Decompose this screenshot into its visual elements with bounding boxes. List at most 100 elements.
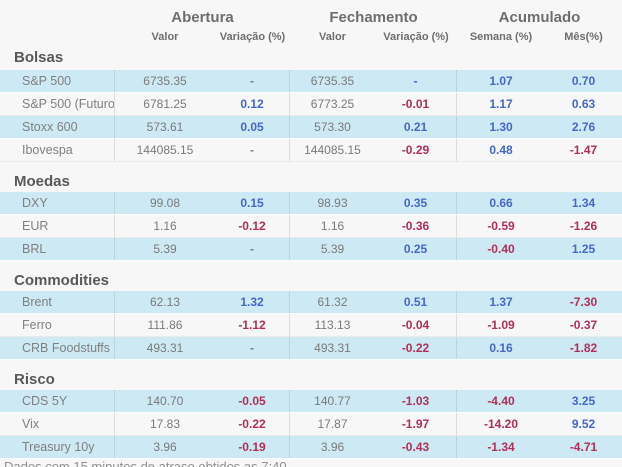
week-accum-cell: -0.40 [487, 242, 515, 256]
month-accum-cell: 3.25 [571, 394, 596, 408]
subheader-abertura-variacao: Variação (%) [219, 31, 286, 43]
open-variation-cell: 0.12 [215, 93, 290, 115]
table-row: Treasury 10y 3.96 -0.19 3.96 -0.43 -1.34 -4.71 [0, 436, 622, 459]
row-label: CRB Foodstuffs [0, 337, 115, 359]
column-group-abertura: Abertura [171, 8, 234, 26]
open-variation-cell: - [215, 337, 290, 359]
open-variation-cell: -0.19 [215, 436, 290, 458]
close-variation-cell: 0.21 [375, 116, 457, 138]
close-value-cell: 5.39 [320, 242, 345, 256]
footer-status: Dados com 15 minutos de atraso obtidos a… [4, 459, 287, 467]
open-variation-cell: - [215, 70, 290, 92]
month-accum-cell: 1.34 [571, 196, 596, 210]
week-accum-cell: 0.66 [489, 196, 513, 210]
row-label: Brent [0, 291, 115, 313]
table-row: DXY 99.08 0.15 98.93 0.35 0.66 1.34 [0, 192, 622, 215]
month-accum-cell: -1.47 [569, 143, 598, 157]
section-title: Commodities [14, 272, 110, 289]
close-value-cell: 6773.25 [310, 97, 355, 111]
table-header: Abertura Fechamento Acumulado Valor Vari… [0, 0, 622, 46]
row-label: Treasury 10y [0, 436, 115, 458]
table-row: S&P 500 6735.35 - 6735.35 - 1.07 0.70 [0, 70, 622, 93]
close-value-cell: 140.77 [314, 394, 351, 408]
column-subheader-row: Valor Variação (%) Valor Variação (%) Se… [0, 28, 622, 46]
open-value-cell: 5.39 [153, 242, 177, 256]
table-row: Ferro 111.86 -1.12 113.13 -0.04 -1.09 -0.37 [0, 314, 622, 337]
open-variation-cell: 0.05 [215, 116, 290, 138]
open-variation-cell: 0.15 [215, 192, 290, 214]
close-variation-cell: -0.43 [375, 436, 457, 458]
open-variation-cell: 1.32 [215, 291, 290, 313]
close-value-cell: 493.31 [314, 341, 351, 355]
table-row: EUR 1.16 -0.12 1.16 -0.36 -0.59 -1.26 [0, 215, 622, 238]
close-value-cell: 17.87 [317, 417, 348, 431]
row-label: EUR [0, 215, 115, 237]
open-value-cell: 140.70 [146, 394, 184, 408]
open-variation-cell: -0.12 [215, 215, 290, 237]
open-value-cell: 99.08 [149, 196, 181, 210]
row-label: Vix [0, 413, 115, 435]
open-value-cell: 3.96 [153, 440, 177, 454]
close-variation-cell: -0.36 [375, 215, 457, 237]
month-accum-cell: -7.30 [569, 295, 598, 309]
week-accum-cell: -4.40 [487, 394, 515, 408]
row-label: S&P 500 (Futuro) [0, 93, 115, 115]
close-variation-cell: -1.03 [375, 390, 457, 412]
column-group-acumulado: Acumulado [498, 8, 581, 26]
table-row: BRL 5.39 - 5.39 0.25 -0.40 1.25 [0, 238, 622, 261]
row-label: S&P 500 [0, 70, 115, 92]
month-accum-cell: -1.26 [569, 219, 598, 233]
open-value-cell: 6781.25 [143, 97, 187, 111]
close-variation-cell: 0.35 [375, 192, 457, 214]
month-accum-cell: 0.63 [571, 97, 596, 111]
week-accum-cell: 0.16 [489, 341, 513, 355]
week-accum-cell: 1.17 [489, 97, 513, 111]
close-value-cell: 98.93 [317, 196, 348, 210]
month-accum-cell: 9.52 [571, 417, 596, 431]
open-variation-cell: -1.12 [215, 314, 290, 336]
close-value-cell: 1.16 [320, 219, 345, 233]
open-value-cell: 144085.15 [136, 143, 194, 157]
section-title: Risco [14, 371, 55, 388]
section-title: Bolsas [14, 49, 64, 66]
table-row: Vix 17.83 -0.22 17.87 -1.97 -14.20 9.52 [0, 413, 622, 436]
month-accum-cell: -0.37 [569, 318, 598, 332]
month-accum-cell: 2.76 [571, 120, 596, 134]
close-value-cell: 6735.35 [310, 74, 355, 88]
week-accum-cell: -14.20 [483, 417, 519, 431]
open-variation-cell: -0.05 [215, 390, 290, 412]
subheader-semana: Semana (%) [469, 31, 533, 43]
open-value-cell: 1.16 [153, 219, 177, 233]
open-value-cell: 493.31 [146, 341, 184, 355]
close-variation-cell: 0.51 [375, 291, 457, 313]
close-variation-cell: 0.25 [375, 238, 457, 260]
section-title: Moedas [14, 173, 70, 190]
close-value-cell: 3.96 [320, 440, 345, 454]
month-accum-cell: -4.71 [569, 440, 598, 454]
open-value-cell: 17.83 [149, 417, 181, 431]
week-accum-cell: -1.09 [487, 318, 515, 332]
close-variation-cell: -0.01 [375, 93, 457, 115]
close-value-cell: 61.32 [317, 295, 348, 309]
table-row: Ibovespa 144085.15-144085.15 -0.29 0.48 -1.4… [0, 139, 622, 162]
subheader-abertura-valor: Valor [151, 31, 179, 43]
open-value-cell: 6735.35 [143, 74, 187, 88]
open-variation-cell: - [215, 238, 290, 260]
row-label: Stoxx 600 [0, 116, 115, 138]
row-label: DXY [0, 192, 115, 214]
open-variation-cell: -0.22 [215, 413, 290, 435]
close-variation-cell: -0.29 [375, 139, 457, 161]
close-variation-cell: -0.04 [375, 314, 457, 336]
table-row: Brent 62.13 1.32 61.32 0.51 1.37 -7.30 [0, 291, 622, 314]
month-accum-cell: -1.82 [569, 341, 598, 355]
week-accum-cell: 1.30 [489, 120, 513, 134]
table-row: CDS 5Y 140.70 -0.05 140.77 -1.03 -4.40 3.25 [0, 390, 622, 413]
close-variation-cell: - [375, 70, 457, 92]
week-accum-cell: -0.59 [487, 219, 515, 233]
subheader-fechamento-valor: Valor [319, 31, 346, 43]
close-value-cell: 573.30 [314, 120, 351, 134]
week-accum-cell: 1.37 [489, 295, 513, 309]
open-value-cell: 111.86 [147, 318, 183, 332]
open-value-cell: 573.61 [146, 120, 184, 134]
